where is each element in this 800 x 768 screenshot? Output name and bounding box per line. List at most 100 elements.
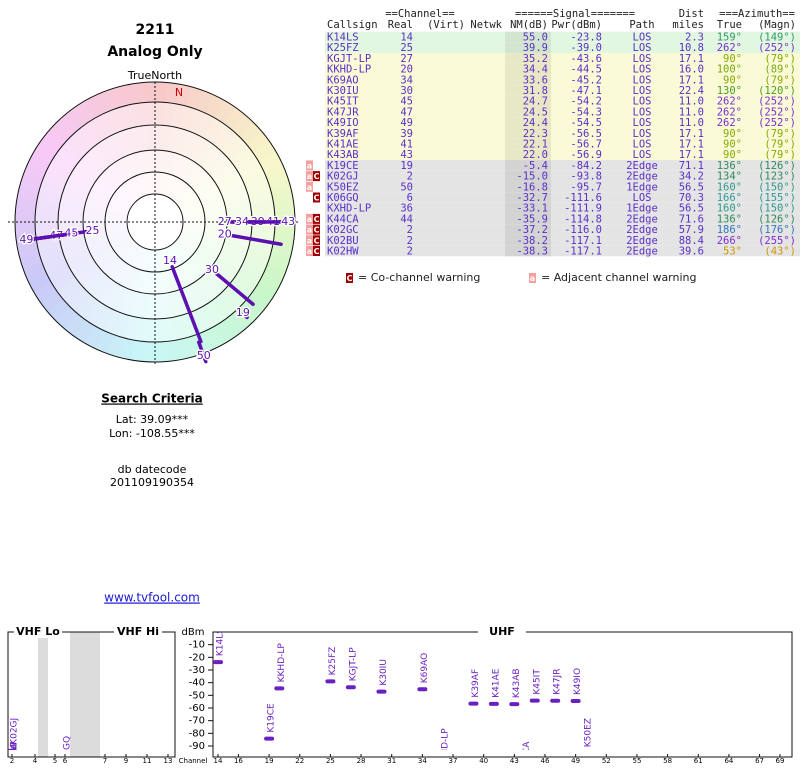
- polar-wedge: [155, 222, 277, 304]
- signal-line: [197, 340, 208, 364]
- cell-path: LOS: [633, 85, 652, 97]
- cell-nm: -15.0: [516, 171, 548, 183]
- cell-true: 90°: [723, 74, 742, 86]
- cell-callsign: K02GJ: [327, 171, 359, 183]
- gap-band: [70, 632, 100, 757]
- station-label: K69AO: [420, 653, 430, 683]
- cell-real: 14: [400, 32, 413, 44]
- signal-line: [228, 233, 283, 246]
- cell-pwr: -23.8: [570, 32, 602, 44]
- cell-pwr: -116.0: [564, 224, 602, 236]
- nm-bg: [505, 245, 551, 257]
- cell-nm: 34.4: [523, 64, 548, 76]
- nm-bg: [505, 138, 551, 150]
- adjacent-icon: [306, 213, 313, 224]
- group-header: Dist: [679, 8, 704, 20]
- section-title: VHF Lo: [16, 625, 60, 638]
- station-label: K44CA: [522, 741, 532, 768]
- cell-magn: (252°): [758, 42, 796, 54]
- station-label: K49IO: [573, 668, 583, 695]
- section-title: VHF Hi: [117, 625, 159, 638]
- adjacent-icon: [306, 171, 313, 182]
- cell-path: 1Edge: [626, 181, 658, 193]
- cell-true: 166°: [717, 192, 742, 204]
- polar-wedge: [155, 222, 245, 338]
- lon: Lon: -108.55***: [109, 427, 195, 440]
- cell-pwr: -54.2: [570, 96, 602, 108]
- cell-pwr: -111.6: [564, 192, 602, 204]
- polar-wedge: [55, 222, 155, 330]
- cell-path: 2Edge: [626, 213, 658, 225]
- cell-real: 45: [400, 96, 413, 108]
- cell-nm: -33.1: [516, 203, 548, 215]
- polar-wedge: [155, 222, 180, 362]
- polar-wedge: [130, 82, 155, 222]
- polar-wedge: [46, 222, 155, 321]
- x-tick-label: 13: [164, 757, 173, 765]
- vhf-frame: [7, 631, 176, 758]
- x-tick-label: 58: [663, 757, 672, 765]
- polar-wedge: [153, 222, 168, 362]
- polar-wedge: [118, 83, 155, 222]
- row-bg: [325, 160, 800, 171]
- cell-pwr: -47.1: [570, 85, 602, 97]
- cell-path: LOS: [633, 96, 652, 108]
- cell-dist: 17.1: [679, 139, 704, 151]
- cell-dist: 88.4: [679, 235, 704, 247]
- cell-dist: 57.9: [679, 224, 704, 236]
- y-tick-label: -50: [189, 690, 205, 701]
- cell-magn: (252°): [758, 106, 796, 118]
- warning-letter: C: [314, 236, 320, 245]
- channel-label: 25: [85, 224, 99, 237]
- polar-wedge: [65, 106, 155, 222]
- warning-letter: a: [307, 247, 312, 256]
- cell-real: 6: [407, 192, 413, 204]
- cell-pwr: -95.7: [570, 181, 602, 193]
- cell-path: LOS: [633, 149, 652, 161]
- signal-bar: [345, 685, 356, 690]
- site-link[interactable]: www.tvfool.com: [104, 591, 200, 605]
- cell-pwr: -114.8: [564, 213, 602, 225]
- x-tick-label: 69: [776, 757, 785, 765]
- cell-nm: -32.7: [516, 192, 548, 204]
- signal-bar: [581, 751, 591, 755]
- station-label: K02GJ: [10, 718, 20, 745]
- row-bg: [325, 117, 800, 128]
- cell-dist: 34.2: [679, 171, 704, 183]
- warning-letter: a: [307, 226, 312, 235]
- channel-label: 20: [218, 227, 232, 240]
- x-tick-label: 2: [10, 757, 14, 765]
- polar-wedge: [155, 197, 295, 222]
- column-header: Callsign: [327, 19, 378, 31]
- channel-label: 43: [281, 215, 295, 228]
- cell-real: 49: [400, 117, 413, 129]
- cell-true: 90°: [723, 128, 742, 140]
- x-tick-label: 49: [571, 757, 580, 765]
- adjacent-icon: [306, 160, 313, 171]
- signal-bar: [570, 699, 581, 704]
- polar-wedge: [14, 220, 155, 235]
- cell-true: 160°: [717, 203, 742, 215]
- cell-magn: (126°): [758, 160, 796, 172]
- cell-callsign: K06GQ: [327, 192, 359, 204]
- cell-dist: 10.8: [679, 42, 704, 54]
- cell-pwr: -56.5: [570, 128, 602, 140]
- x-tick-label: 22: [295, 757, 304, 765]
- cell-real: 36: [400, 203, 413, 215]
- column-header: (Virt): [427, 19, 465, 31]
- polar-wedge: [155, 95, 227, 222]
- cell-dist: 11.0: [679, 106, 704, 118]
- cell-pwr: -43.6: [570, 53, 602, 65]
- cell-path: LOS: [633, 106, 652, 118]
- station-label: K25FZ: [328, 647, 338, 676]
- warning-letter: a: [307, 172, 312, 181]
- x-tick-label: 28: [357, 757, 366, 765]
- cell-real: 30: [400, 85, 413, 97]
- cell-pwr: -117.1: [564, 235, 602, 247]
- y-tick-label: -90: [189, 741, 205, 752]
- cell-real: 44: [400, 213, 413, 225]
- station-label: K06GQ: [63, 736, 73, 767]
- cell-callsign: K02GC: [327, 224, 359, 236]
- channel-label: 45: [64, 227, 78, 240]
- cell-callsign: KKHD-LP: [327, 64, 371, 76]
